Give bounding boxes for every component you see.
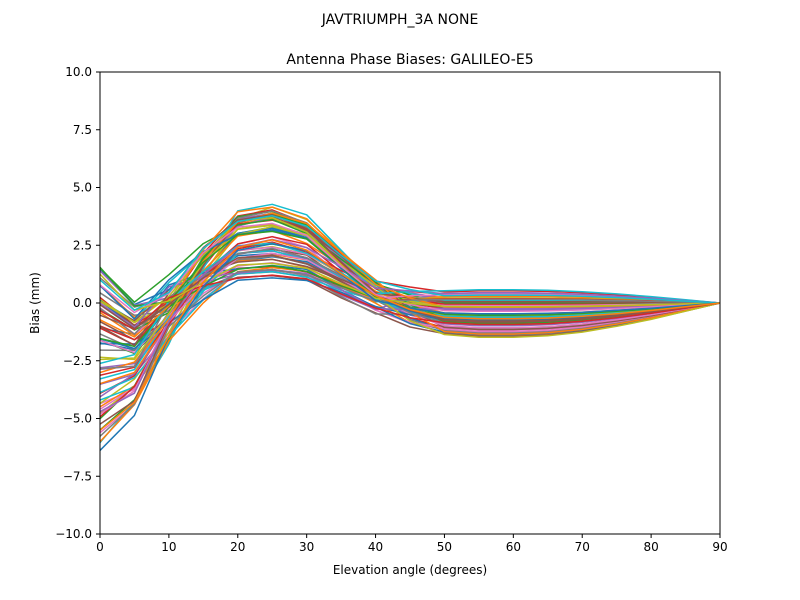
y-tick-label: −2.5 <box>63 354 92 368</box>
x-tick-label: 0 <box>96 540 104 554</box>
y-tick-label: 7.5 <box>73 123 92 137</box>
y-axis-label: Bias (mm) <box>28 272 42 334</box>
x-axis-label: Elevation angle (degrees) <box>333 563 487 577</box>
x-tick-label: 30 <box>299 540 314 554</box>
x-tick-label: 40 <box>368 540 383 554</box>
x-tick-label: 70 <box>575 540 590 554</box>
x-axis: 0 10 20 30 40 50 60 70 80 90 <box>96 534 728 554</box>
figure-suptitle: JAVTRIUMPH_3A NONE <box>321 12 479 28</box>
series-line <box>100 215 720 311</box>
series-line <box>100 268 720 437</box>
x-tick-label: 90 <box>712 540 727 554</box>
y-tick-label: −10.0 <box>55 527 92 541</box>
series-line <box>100 222 720 314</box>
chart-title: Antenna Phase Biases: GALILEO-E5 <box>286 52 533 68</box>
y-tick-label: 0.0 <box>73 296 92 310</box>
y-tick-label: 2.5 <box>73 238 92 252</box>
y-tick-label: 5.0 <box>73 181 92 195</box>
y-tick-label: −5.0 <box>63 412 92 426</box>
y-tick-label: −7.5 <box>63 469 92 483</box>
series-line <box>100 243 720 452</box>
x-tick-label: 60 <box>506 540 521 554</box>
x-tick-label: 80 <box>643 540 658 554</box>
x-tick-label: 20 <box>230 540 245 554</box>
x-tick-label: 10 <box>161 540 176 554</box>
series-line <box>100 238 720 413</box>
y-tick-label: 10.0 <box>65 65 92 79</box>
series-line <box>100 239 720 431</box>
x-tick-label: 50 <box>437 540 452 554</box>
y-axis: 10.0 7.5 5.0 2.5 0.0 −2.5 −5.0 −7.5 −10.0 <box>55 65 100 541</box>
series-lines <box>100 203 720 452</box>
